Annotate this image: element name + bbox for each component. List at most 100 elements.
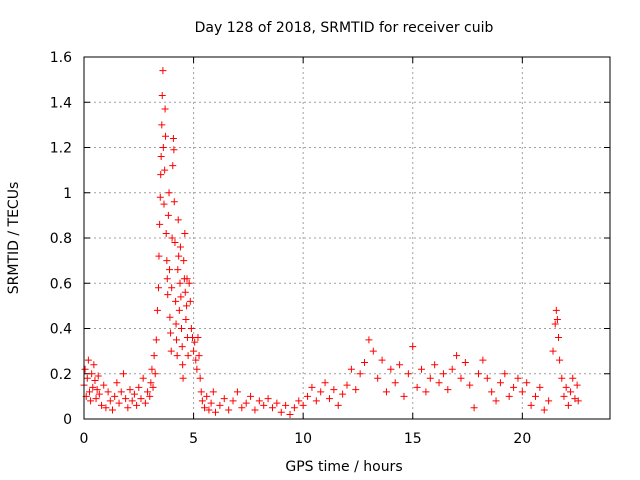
data-point — [172, 297, 180, 305]
data-point — [514, 374, 522, 382]
data-point — [169, 162, 177, 170]
y-tick-label: 1.2 — [50, 141, 72, 157]
data-point — [175, 306, 183, 314]
data-point — [98, 401, 106, 409]
data-point — [162, 132, 170, 140]
data-point — [220, 395, 228, 403]
data-point — [185, 279, 193, 287]
y-tick-label: 1.6 — [50, 50, 72, 66]
data-point — [325, 395, 333, 403]
data-point — [282, 401, 290, 409]
data-point — [321, 379, 329, 387]
data-point — [146, 392, 154, 400]
data-point — [183, 302, 191, 310]
data-point — [158, 121, 166, 129]
data-point — [84, 356, 92, 364]
data-point — [161, 105, 169, 113]
data-point — [176, 243, 184, 251]
data-point — [545, 397, 553, 405]
data-point — [177, 293, 185, 301]
data-point — [187, 325, 195, 332]
data-point — [540, 406, 548, 414]
grid-lines — [84, 57, 610, 419]
data-point — [255, 397, 263, 405]
data-point — [149, 383, 157, 391]
data-point — [435, 379, 443, 387]
data-point — [562, 383, 570, 391]
data-point — [172, 320, 180, 328]
data-point — [453, 352, 461, 360]
data-point — [95, 390, 103, 398]
data-point — [151, 370, 159, 378]
x-axis-label: GPS time / hours — [285, 459, 402, 475]
data-point — [108, 406, 116, 414]
data-point — [347, 365, 355, 373]
y-tick-label: 0 — [63, 412, 72, 428]
data-point — [365, 336, 373, 344]
data-point — [186, 297, 194, 305]
data-point — [130, 390, 138, 398]
data-point — [169, 134, 177, 142]
data-point — [191, 338, 199, 346]
data-point — [378, 356, 386, 364]
data-point — [413, 383, 421, 391]
data-point — [165, 189, 173, 197]
data-point — [178, 325, 186, 332]
data-point — [479, 356, 487, 364]
data-point — [343, 381, 351, 389]
data-point — [290, 404, 298, 412]
data-point — [174, 266, 182, 274]
data-point — [104, 388, 112, 396]
data-point — [501, 370, 509, 378]
data-point — [391, 379, 399, 387]
data-point — [157, 153, 165, 161]
data-point — [175, 252, 183, 260]
data-point — [160, 200, 168, 208]
data-point — [352, 386, 360, 394]
data-point — [94, 372, 102, 380]
data-point — [193, 365, 201, 373]
data-point — [492, 397, 500, 405]
data-point — [124, 404, 132, 412]
data-point — [192, 356, 200, 364]
data-point — [574, 397, 582, 405]
data-point — [163, 257, 171, 265]
data-point — [510, 383, 518, 391]
data-point — [179, 374, 187, 382]
data-point — [197, 388, 205, 396]
data-point — [229, 397, 237, 405]
data-point — [100, 381, 108, 389]
plot-frame — [83, 56, 611, 420]
data-point — [569, 374, 577, 382]
data-point — [286, 410, 294, 418]
data-point — [164, 291, 172, 299]
data-point — [505, 392, 513, 400]
data-point — [552, 306, 560, 314]
data-point — [396, 361, 404, 369]
data-point — [113, 379, 121, 387]
data-point — [299, 401, 307, 409]
data-point — [387, 365, 395, 373]
data-point — [137, 395, 145, 403]
data-point — [439, 370, 447, 378]
data-point — [483, 374, 491, 382]
data-point — [106, 397, 114, 405]
data-point — [304, 392, 312, 400]
x-tick-label: 5 — [189, 431, 198, 447]
data-point — [178, 343, 186, 351]
data-point — [553, 315, 561, 323]
data-point — [194, 334, 202, 342]
data-point — [409, 343, 417, 351]
data-point — [448, 365, 456, 373]
data-point — [89, 383, 97, 391]
data-point — [554, 334, 562, 342]
data-point — [152, 336, 160, 344]
data-point — [139, 374, 147, 382]
data-point — [567, 388, 575, 396]
data-point — [277, 408, 285, 416]
data-point — [317, 388, 325, 396]
y-tick-label: 1.4 — [50, 95, 72, 111]
data-point — [564, 401, 572, 409]
data-point — [148, 365, 156, 373]
y-axis-label: SRMTID / TECUs — [6, 182, 22, 295]
